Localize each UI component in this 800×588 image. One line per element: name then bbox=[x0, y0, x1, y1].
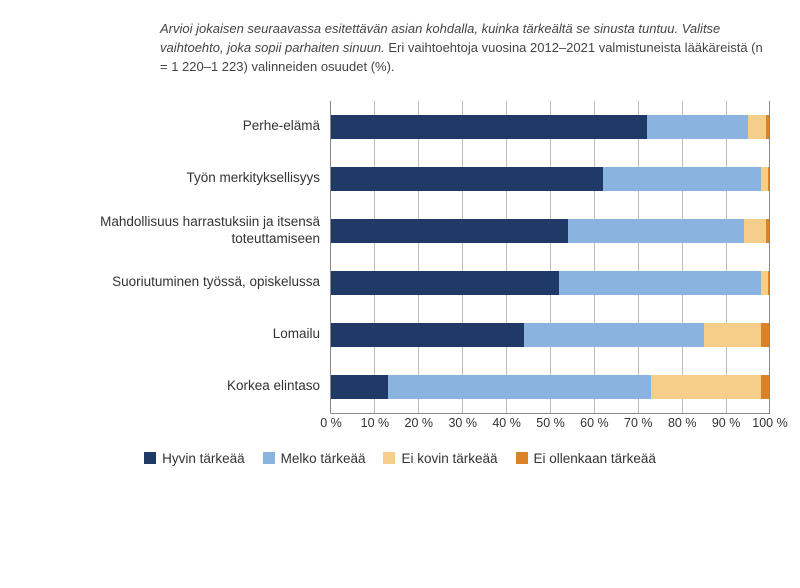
x-tick: 30 % bbox=[448, 416, 477, 430]
x-tick: 70 % bbox=[624, 416, 653, 430]
bar-segment-s4 bbox=[766, 115, 770, 139]
axis-line: 0 %10 %20 %30 %40 %50 %60 %70 %80 %90 %1… bbox=[330, 413, 770, 437]
category-label: Mahdollisuus harrastuksiin ja itsensä to… bbox=[30, 214, 330, 246]
bar-segment-s1 bbox=[331, 323, 524, 347]
bar-segment-s3 bbox=[748, 115, 766, 139]
plot-area bbox=[330, 205, 770, 257]
bar-segment-s1 bbox=[331, 167, 603, 191]
x-axis: 0 %10 %20 %30 %40 %50 %60 %70 %80 %90 %1… bbox=[30, 413, 770, 437]
chart-row: Mahdollisuus harrastuksiin ja itsensä to… bbox=[30, 205, 770, 257]
x-tick: 20 % bbox=[405, 416, 434, 430]
legend-item: Melko tärkeää bbox=[263, 451, 366, 466]
category-label: Lomailu bbox=[30, 326, 330, 342]
plot-area bbox=[330, 257, 770, 309]
category-label: Perhe-elämä bbox=[30, 118, 330, 134]
x-tick: 0 % bbox=[320, 416, 342, 430]
legend-swatch bbox=[383, 452, 395, 464]
plot-area bbox=[330, 309, 770, 361]
x-tick: 80 % bbox=[668, 416, 697, 430]
bar-segment-s3 bbox=[761, 167, 768, 191]
legend-label: Melko tärkeää bbox=[281, 451, 366, 466]
x-tick: 10 % bbox=[361, 416, 390, 430]
legend-label: Ei ollenkaan tärkeää bbox=[534, 451, 656, 466]
bar-segment-s2 bbox=[603, 167, 761, 191]
legend-swatch bbox=[144, 452, 156, 464]
plot-area bbox=[330, 153, 770, 205]
axis-spacer bbox=[30, 413, 330, 437]
bar bbox=[331, 115, 770, 139]
bar-segment-s1 bbox=[331, 375, 388, 399]
bar-segment-s2 bbox=[388, 375, 651, 399]
bar-segment-s3 bbox=[744, 219, 766, 243]
bar bbox=[331, 375, 770, 399]
bar-segment-s4 bbox=[761, 323, 770, 347]
category-label: Korkea elintaso bbox=[30, 378, 330, 394]
bar-segment-s3 bbox=[651, 375, 761, 399]
legend-item: Ei kovin tärkeää bbox=[383, 451, 497, 466]
bar bbox=[331, 167, 770, 191]
bar-segment-s3 bbox=[761, 271, 768, 295]
bar-segment-s4 bbox=[768, 167, 770, 191]
chart-row: Perhe-elämä bbox=[30, 101, 770, 153]
chart-row: Työn merkityksellisyys bbox=[30, 153, 770, 205]
x-tick: 40 % bbox=[492, 416, 521, 430]
legend-item: Ei ollenkaan tärkeää bbox=[516, 451, 656, 466]
bar bbox=[331, 271, 770, 295]
bar-segment-s4 bbox=[766, 219, 770, 243]
chart-row: Lomailu bbox=[30, 309, 770, 361]
bar bbox=[331, 219, 770, 243]
bar-segment-s1 bbox=[331, 115, 647, 139]
plot-area bbox=[330, 361, 770, 413]
legend-label: Ei kovin tärkeää bbox=[401, 451, 497, 466]
x-tick: 50 % bbox=[536, 416, 565, 430]
legend-label: Hyvin tärkeää bbox=[162, 451, 245, 466]
legend-item: Hyvin tärkeää bbox=[144, 451, 245, 466]
legend-swatch bbox=[516, 452, 528, 464]
x-tick: 60 % bbox=[580, 416, 609, 430]
x-tick: 100 % bbox=[752, 416, 787, 430]
chart-row: Suoriutuminen työssä, opiskelussa bbox=[30, 257, 770, 309]
category-label: Työn merkityksellisyys bbox=[30, 170, 330, 186]
x-tick: 90 % bbox=[712, 416, 741, 430]
bar bbox=[331, 323, 770, 347]
chart-row: Korkea elintaso bbox=[30, 361, 770, 413]
bar-segment-s2 bbox=[524, 323, 704, 347]
legend: Hyvin tärkeää Melko tärkeää Ei kovin tärke… bbox=[30, 451, 770, 466]
bar-segment-s1 bbox=[331, 271, 559, 295]
bar-segment-s2 bbox=[647, 115, 748, 139]
category-label: Suoriutuminen työssä, opiskelussa bbox=[30, 274, 330, 290]
legend-swatch bbox=[263, 452, 275, 464]
bar-segment-s4 bbox=[761, 375, 770, 399]
bar-segment-s3 bbox=[704, 323, 761, 347]
stacked-bar-chart: Perhe-elämä Työn merkityksellisyys Mahdoll… bbox=[30, 101, 770, 437]
plot-area bbox=[330, 101, 770, 153]
bar-segment-s2 bbox=[559, 271, 761, 295]
bar-segment-s4 bbox=[768, 271, 770, 295]
chart-caption: Arvioi jokaisen seuraavassa esitettävän … bbox=[160, 20, 770, 77]
bar-segment-s1 bbox=[331, 219, 568, 243]
bar-segment-s2 bbox=[568, 219, 744, 243]
